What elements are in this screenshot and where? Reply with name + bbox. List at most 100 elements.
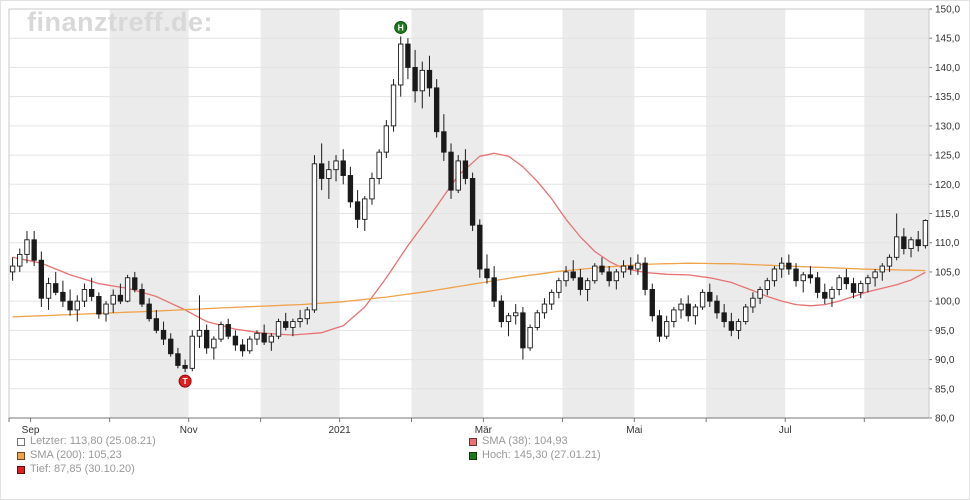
y-tick-label: 90,0 xyxy=(935,355,955,366)
low-marker xyxy=(178,374,192,388)
y-tick-label: 150,0 xyxy=(935,5,960,16)
candle-body xyxy=(433,87,440,133)
candle-body xyxy=(570,271,576,279)
candle-body xyxy=(635,262,641,270)
candle-body xyxy=(17,253,23,267)
candle-body xyxy=(872,271,878,279)
chart-legend: Letzter: 113,80 (25.08.21) SMA (200): 105… xyxy=(1,435,969,497)
candle-body xyxy=(469,177,476,226)
candle-body xyxy=(383,125,390,153)
candle-body xyxy=(275,321,282,337)
candle-body xyxy=(24,239,30,255)
candle-body xyxy=(484,268,490,279)
candle-body xyxy=(247,338,253,352)
candle-body xyxy=(390,84,397,127)
candle-body xyxy=(45,283,52,299)
candle-body xyxy=(721,312,727,323)
legend-swatch-sma200 xyxy=(17,451,25,460)
candle-body xyxy=(757,289,763,299)
candle-body xyxy=(369,177,375,200)
candle-body xyxy=(807,274,814,279)
legend-item-letzter: Letzter: 113,80 (25.08.21) xyxy=(17,435,156,448)
candle-body xyxy=(793,268,799,282)
candle-body xyxy=(822,291,828,299)
candle-body xyxy=(290,321,296,328)
candle-body xyxy=(196,329,203,337)
candle-body xyxy=(31,239,37,261)
y-tick-label: 95,0 xyxy=(935,326,955,337)
candle-body xyxy=(592,265,598,282)
candle-body xyxy=(455,160,461,191)
candle-body xyxy=(814,277,821,293)
candle-body xyxy=(74,300,80,311)
candle-body xyxy=(649,289,655,317)
candle-body xyxy=(707,291,713,302)
legend-label-sma38: SMA (38): 104,93 xyxy=(482,435,568,447)
sma38-line xyxy=(12,152,926,336)
candle-body xyxy=(38,259,45,299)
candle-body xyxy=(764,280,770,290)
x-tick-label: Mai xyxy=(626,425,642,436)
legend-swatch-tief xyxy=(17,465,25,474)
candle-body xyxy=(218,324,224,340)
candle-body xyxy=(103,303,109,315)
low-marker-letter: T xyxy=(182,376,188,386)
candle-body xyxy=(340,160,346,176)
y-tick-label: 145,0 xyxy=(935,34,960,45)
candle-body xyxy=(53,283,59,293)
legend-column-1: Letzter: 113,80 (25.08.21) SMA (200): 105… xyxy=(17,435,156,477)
candle-body xyxy=(843,277,850,285)
legend-swatch-sma38 xyxy=(469,437,477,446)
candle-body xyxy=(901,236,907,250)
candle-body xyxy=(513,312,519,317)
candle-body xyxy=(304,309,310,320)
candle-body xyxy=(225,324,231,337)
legend-item-sma200: SMA (200): 105,23 xyxy=(17,449,156,462)
candle-body xyxy=(60,291,66,302)
candle-body xyxy=(283,321,289,328)
candle-body xyxy=(735,321,742,331)
candle-body xyxy=(750,297,756,308)
candle-body xyxy=(333,160,339,171)
candle-body xyxy=(858,283,864,293)
candle-body xyxy=(211,338,217,349)
candle-body xyxy=(743,306,749,323)
candle-body xyxy=(505,315,512,323)
candle-body xyxy=(599,265,605,273)
candle-body xyxy=(836,277,842,290)
legend-label-tief: Tief: 87,85 (30.10.20) xyxy=(30,463,135,475)
candle-body xyxy=(563,271,569,282)
candle-body xyxy=(613,271,620,282)
candle-body xyxy=(182,364,188,369)
candle-body xyxy=(146,303,152,320)
candle-body xyxy=(886,256,893,267)
candle-body xyxy=(498,300,505,323)
candle-body xyxy=(527,326,533,349)
candle-body xyxy=(232,335,239,346)
candle-body xyxy=(362,198,368,220)
candle-body xyxy=(829,289,835,299)
x-tick-label: Sep xyxy=(22,425,40,436)
legend-label-hoch: Hoch: 145,30 (27.01.21) xyxy=(482,449,601,461)
candle-body xyxy=(642,262,648,290)
candle-body xyxy=(656,315,663,337)
candle-body xyxy=(405,43,411,68)
candle-body xyxy=(671,309,677,323)
legend-item-hoch: Hoch: 145,30 (27.01.21) xyxy=(469,449,601,462)
high-marker xyxy=(394,20,408,34)
candle-body xyxy=(577,277,584,290)
candle-body xyxy=(491,277,497,302)
candle-body xyxy=(520,312,526,349)
candle-body xyxy=(81,289,88,302)
candle-body xyxy=(412,66,418,92)
candle-body xyxy=(67,300,73,311)
candle-body xyxy=(448,151,454,191)
y-tick-label: 135,0 xyxy=(935,92,960,103)
y-tick-label: 105,0 xyxy=(935,267,960,278)
x-tick-label: Mär xyxy=(475,425,493,436)
candle-body xyxy=(786,262,792,270)
y-tick-label: 125,0 xyxy=(935,151,960,162)
candle-body xyxy=(311,163,318,311)
